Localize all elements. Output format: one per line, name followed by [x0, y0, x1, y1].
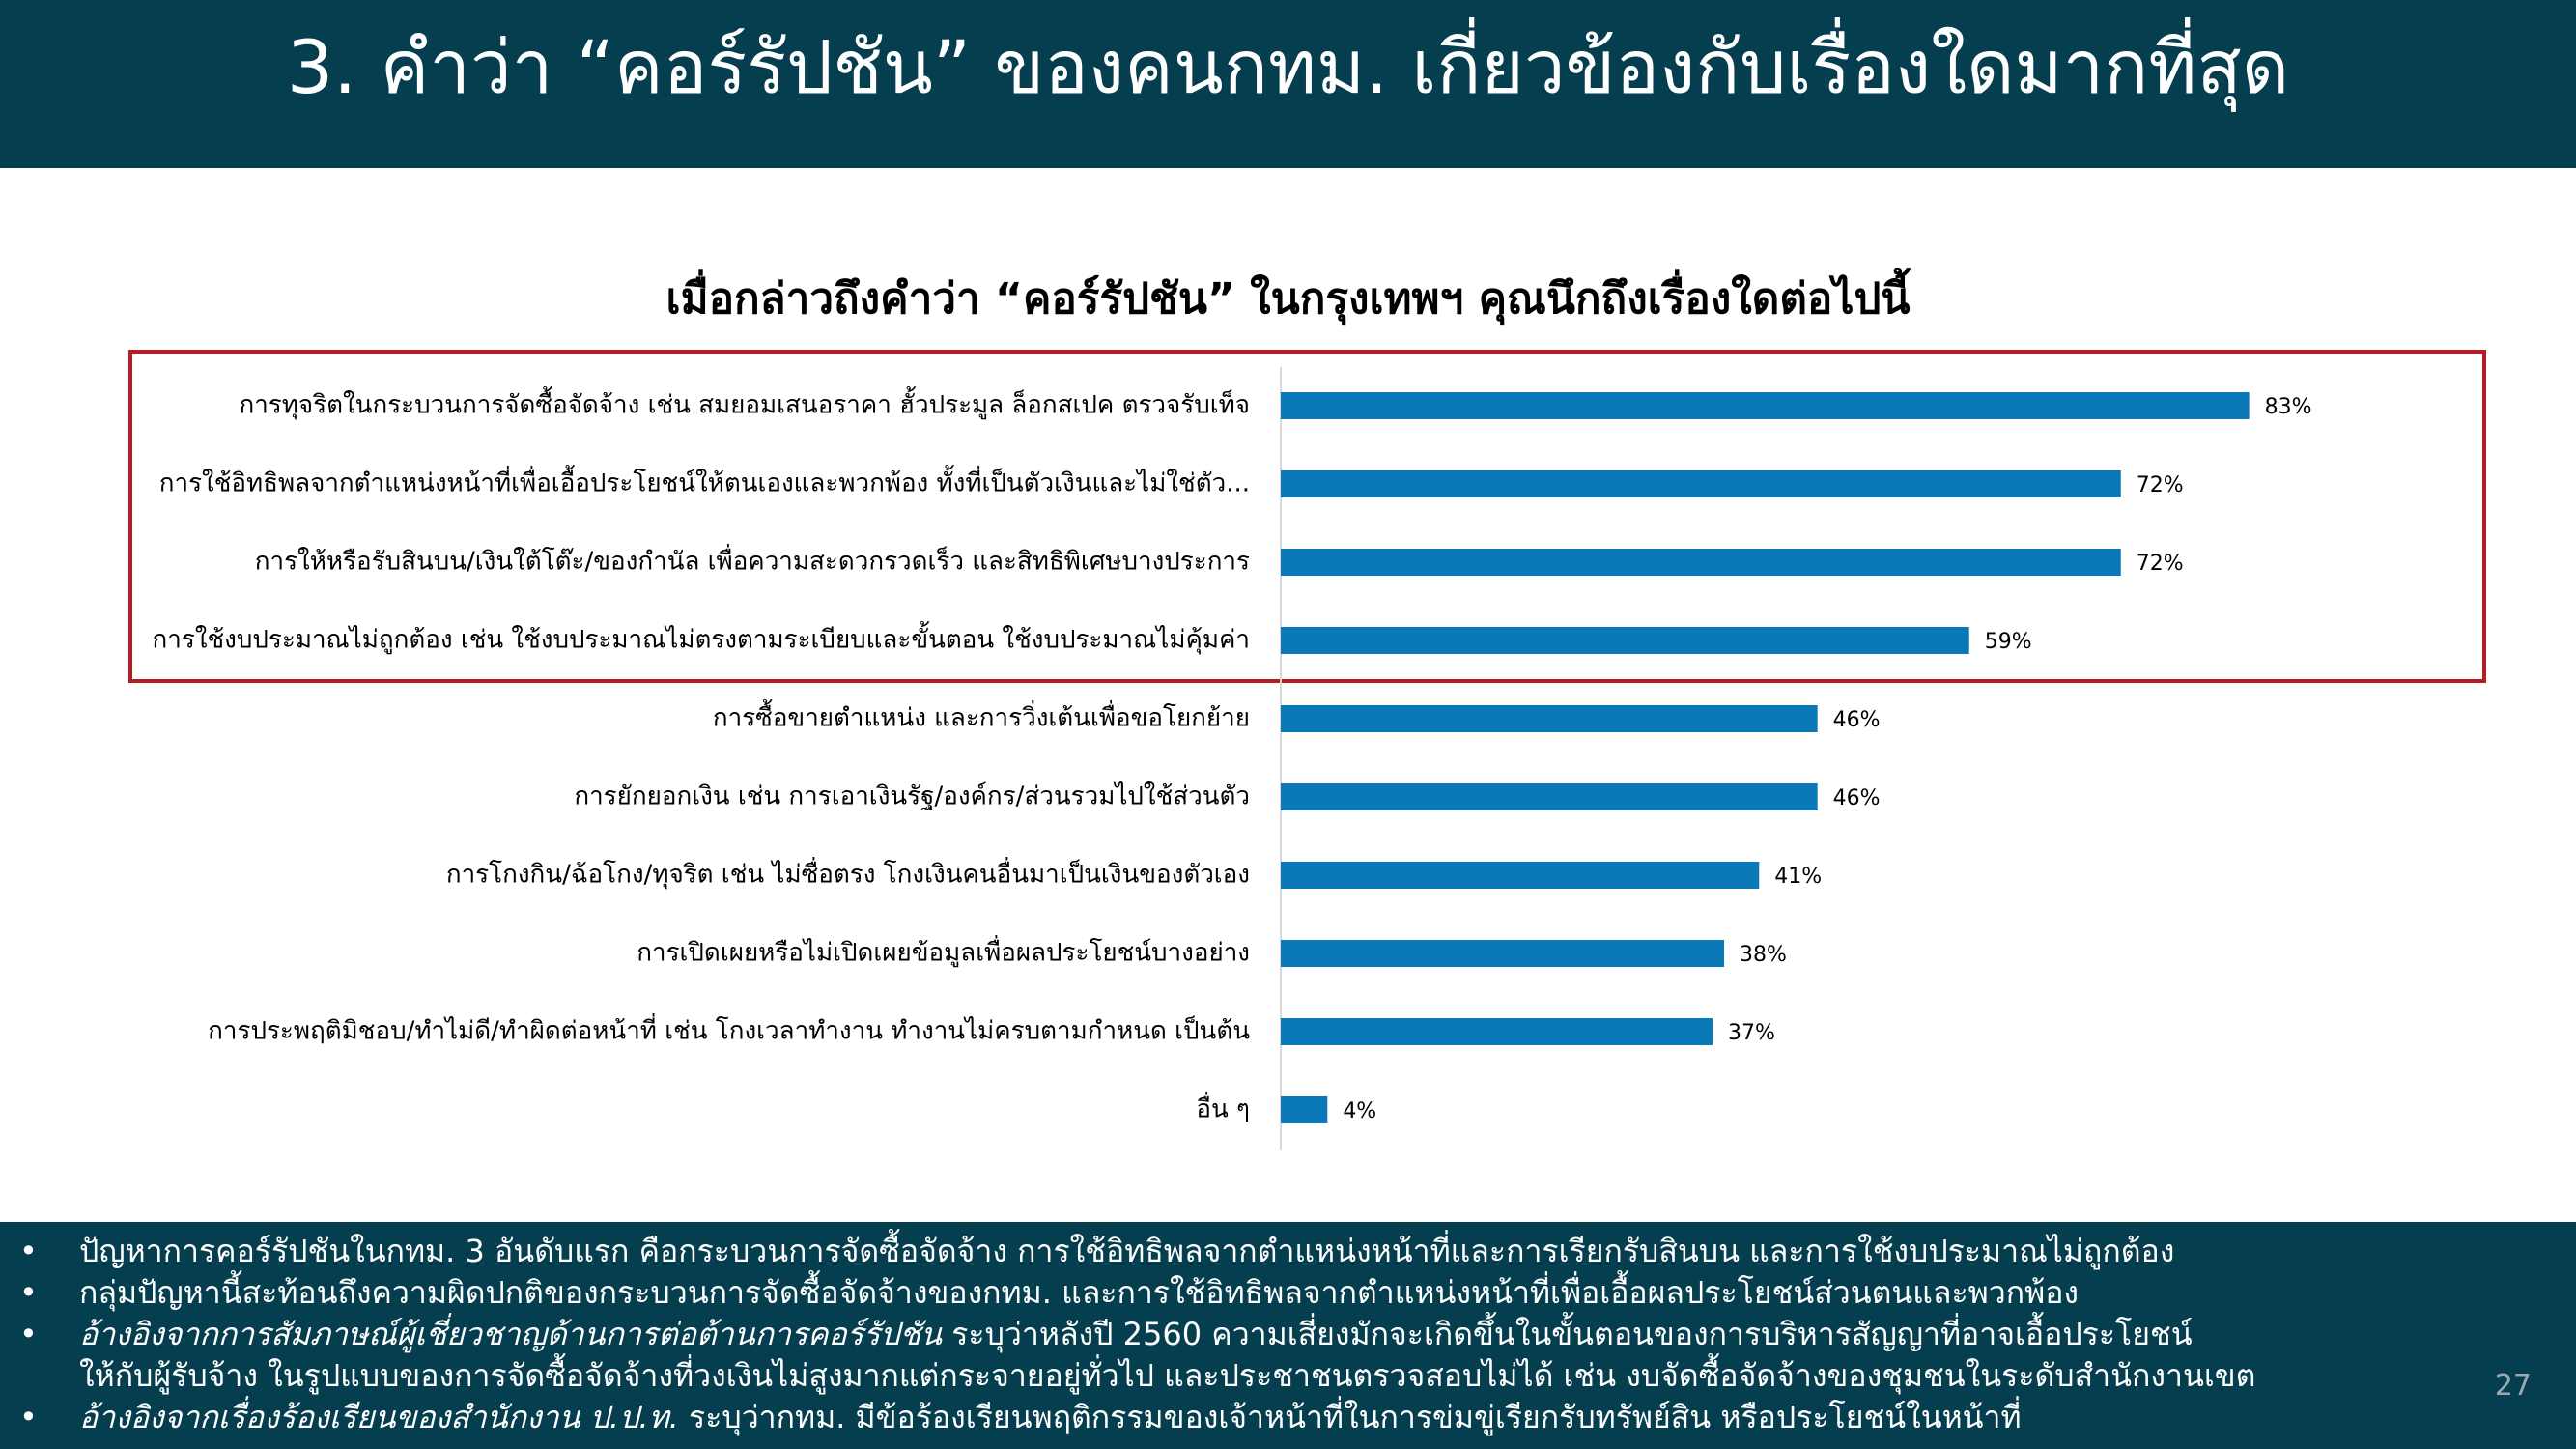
category-label: อื่น ๆ — [1196, 1092, 1250, 1124]
footer-bullet-4-source: อ้างอิงจากเรื่องร้องเรียนของสำนักงาน ป.ป… — [79, 1399, 679, 1435]
bar-chart: การทุจริตในกระบวนการจัดซื้อจัดจ้าง เช่น … — [153, 367, 2312, 1150]
value-label: 46% — [1833, 786, 1881, 810]
page-number: 27 — [2494, 1369, 2532, 1403]
bar — [1281, 549, 2121, 576]
footer-bullet-3-continuation: ให้กับผู้รับจ้าง ในรูปแบบของการจัดซื้อจั… — [79, 1356, 2255, 1395]
value-label: 83% — [2265, 395, 2312, 419]
footer-bullet-1: ปัญหาการคอร์รัปชันในกทม. 3 อันดับแรก คือ… — [19, 1232, 2175, 1270]
footer-bullet-4: อ้างอิงจากเรื่องร้องเรียนของสำนักงาน ป.ป… — [19, 1398, 2022, 1436]
category-label: การยักยอกเงิน เช่น การเอาเงินรัฐ/องค์กร/… — [574, 781, 1250, 811]
slide-header: 3. คำว่า “คอร์รัปชัน” ของคนกทม. เกี่ยวข้… — [0, 0, 2576, 168]
footer-bullet-3-continuation-text: ให้กับผู้รับจ้าง ในรูปแบบของการจัดซื้อจั… — [79, 1357, 2256, 1394]
value-label: 38% — [1740, 943, 1787, 967]
bar — [1281, 392, 2250, 419]
footer-bullet-1-text: ปัญหาการคอร์รัปชันในกทม. 3 อันดับแรก คือ… — [79, 1233, 2175, 1269]
bar — [1281, 783, 1818, 810]
top-four-highlight-box — [128, 350, 2486, 683]
bar — [1281, 705, 1818, 732]
category-label: การใช้งบประมาณไม่ถูกต้อง เช่น ใช้งบประมา… — [153, 621, 1250, 655]
value-label: 41% — [1774, 865, 1822, 889]
value-label: 4% — [1343, 1099, 1376, 1123]
bar — [1281, 627, 1969, 654]
category-label: การซื้อขายตำแหน่ง และการวิ่งเต้นเพื่อขอโ… — [713, 699, 1250, 733]
category-label: การโกงกิน/ฉ้อโกง/ทุจริต เช่น ไม่ซื่อตรง … — [446, 857, 1250, 890]
category-label: การใช้อิทธิพลจากตำแหน่งหน้าที่เพื่อเอื้อ… — [159, 465, 1250, 498]
footer-bullet-3-source: อ้างอิงจากการสัมภาษณ์ผู้เชี่ยวชาญด้านการ… — [79, 1316, 943, 1352]
bar — [1281, 470, 2121, 497]
value-label: 72% — [2137, 473, 2184, 497]
slide-title: 3. คำว่า “คอร์รัปชัน” ของคนกทม. เกี่ยวข้… — [286, 24, 2290, 110]
footer-bullet-2-text: กลุ่มปัญหานี้สะท้อนถึงความผิดปกติของกระบ… — [79, 1274, 2080, 1311]
footer-bullet-4-text: ระบุว่ากทม. มีข้อร้องเรียนพฤติกรรมของเจ้… — [678, 1399, 2022, 1435]
footer-bullet-2: กลุ่มปัญหานี้สะท้อนถึงความผิดปกติของกระบ… — [19, 1273, 2080, 1312]
bar — [1281, 940, 1725, 967]
footer-bullet-3: อ้างอิงจากการสัมภาษณ์ผู้เชี่ยวชาญด้านการ… — [19, 1315, 2193, 1353]
category-label: การเปิดเผยหรือไม่เปิดเผยข้อมูลเพื่อผลประ… — [637, 935, 1250, 968]
value-label: 46% — [1833, 708, 1881, 732]
category-label: การประพฤติมิชอบ/ทำไม่ดี/ทำผิดต่อหน้าที่ … — [208, 1013, 1250, 1046]
value-label: 72% — [2137, 552, 2184, 576]
bar — [1281, 1018, 1713, 1045]
footer-bullet-3-text: ระบุว่าหลังปี 2560 ความเสี่ยงมักจะเกิดขึ… — [942, 1316, 2193, 1352]
category-label: การให้หรือรับสินบน/เงินใต้โต๊ะ/ของกำนัล … — [255, 544, 1250, 577]
chart-title: เมื่อกล่าวถึงคำว่า “คอร์รัปชัน” ในกรุงเท… — [665, 274, 1911, 324]
value-label: 59% — [1985, 630, 2032, 654]
bar — [1281, 862, 1760, 889]
category-label: การทุจริตในกระบวนการจัดซื้อจัดจ้าง เช่น … — [239, 386, 1250, 420]
footer-panel: ปัญหาการคอร์รัปชันในกทม. 3 อันดับแรก คือ… — [0, 1222, 2576, 1449]
value-label: 37% — [1728, 1021, 1775, 1045]
bar — [1281, 1096, 1328, 1123]
